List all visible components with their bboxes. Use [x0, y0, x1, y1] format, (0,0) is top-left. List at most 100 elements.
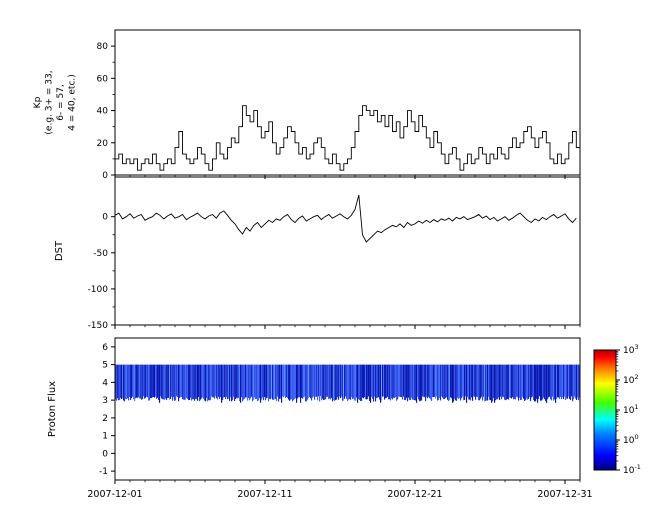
- flux-stripe: [532, 364, 534, 397]
- flux-stripe: [491, 364, 493, 403]
- flux-stripe: [262, 364, 264, 398]
- flux-stripe: [518, 364, 520, 401]
- flux-stripe: [382, 364, 384, 397]
- flux-stripe: [370, 364, 372, 403]
- flux-stripe: [379, 364, 381, 400]
- flux-stripe: [123, 364, 125, 401]
- flux-stripe: [266, 364, 268, 398]
- flux-stripe: [378, 364, 380, 398]
- flux-stripe: [325, 364, 327, 400]
- flux-stripe: [501, 364, 503, 400]
- flux-stripe: [514, 364, 516, 399]
- flux-stripe: [281, 364, 283, 403]
- y-tick-label: -1: [99, 467, 108, 477]
- colorbar-tick-label: 10-1: [623, 463, 641, 476]
- flux-stripe: [165, 364, 167, 399]
- flux-stripe: [522, 364, 524, 397]
- flux-stripe: [273, 364, 275, 401]
- flux-stripe: [274, 364, 276, 400]
- flux-stripe: [129, 364, 131, 397]
- flux-stripe: [154, 364, 156, 398]
- flux-stripe: [502, 364, 504, 397]
- flux-stripe: [152, 364, 154, 398]
- flux-stripe: [464, 364, 466, 400]
- flux-stripe: [476, 364, 478, 397]
- flux-stripe: [349, 364, 351, 400]
- flux-stripe: [526, 364, 528, 399]
- flux-stripe: [292, 364, 294, 402]
- flux-stripe: [566, 364, 568, 399]
- flux-stripe: [164, 364, 166, 400]
- flux-stripe: [153, 364, 155, 397]
- flux-stripe: [144, 364, 146, 399]
- x-axis-labels: 2007-12-01 2007-12-11 2007-12-21 2007-12-31: [87, 489, 592, 500]
- flux-stripe: [355, 364, 357, 401]
- flux-stripe: [392, 364, 394, 400]
- y-tick-label: 2: [102, 414, 108, 424]
- flux-stripe: [119, 364, 121, 400]
- panel-frame: [114, 176, 581, 326]
- flux-stripe: [560, 364, 562, 397]
- flux-stripe: [442, 364, 444, 398]
- flux-stripe: [454, 364, 456, 399]
- flux-stripe: [335, 364, 337, 401]
- flux-stripe: [175, 364, 177, 401]
- flux-stripe: [520, 364, 522, 401]
- flux-stripe: [478, 364, 480, 401]
- flux-stripe: [354, 364, 356, 401]
- flux-stripe: [373, 364, 375, 402]
- flux-stripe: [479, 364, 481, 401]
- flux-stripe: [453, 364, 455, 402]
- flux-stripe: [385, 364, 387, 399]
- flux-stripe: [285, 364, 287, 398]
- flux-stripe: [278, 364, 280, 402]
- flux-stripe: [315, 364, 317, 397]
- flux-stripe: [211, 364, 213, 397]
- y-tick-label: 40: [97, 107, 109, 117]
- flux-stripe: [189, 364, 191, 400]
- flux-stripe: [311, 364, 313, 401]
- flux-stripe: [513, 364, 515, 400]
- flux-stripe: [447, 364, 449, 400]
- flux-stripe: [575, 364, 577, 399]
- kp-axis-label: 6- = 57,: [56, 84, 66, 121]
- flux-stripe: [197, 364, 199, 401]
- flux-stripe: [185, 364, 187, 400]
- flux-stripe: [186, 364, 188, 398]
- y-tick-label: 3: [102, 396, 108, 406]
- flux-stripe: [562, 364, 564, 398]
- flux-stripe: [312, 364, 314, 398]
- flux-stripe: [414, 364, 416, 400]
- flux-stripe: [177, 364, 179, 398]
- flux-stripe: [403, 364, 405, 397]
- flux-stripe: [569, 364, 571, 400]
- flux-stripe: [184, 364, 186, 400]
- flux-stripe: [230, 364, 232, 398]
- flux-stripe: [573, 364, 575, 400]
- flux-stripe: [187, 364, 189, 400]
- flux-stripe: [218, 364, 220, 397]
- flux-stripe: [426, 364, 428, 397]
- flux-stripe: [193, 364, 195, 400]
- flux-stripe: [217, 364, 219, 400]
- flux-stripe: [117, 364, 119, 399]
- flux-stripe: [451, 364, 453, 399]
- flux-stripe: [199, 364, 201, 402]
- flux-stripe: [178, 364, 180, 402]
- flux-stripe: [492, 364, 494, 402]
- flux-stripe: [578, 364, 580, 401]
- flux-stripe: [468, 364, 470, 400]
- flux-stripe: [402, 364, 404, 400]
- flux-stripe: [272, 364, 274, 400]
- flux-stripe: [265, 364, 267, 401]
- flux-stripe: [538, 364, 540, 400]
- flux-stripe: [238, 364, 240, 398]
- flux-stripe: [163, 364, 165, 400]
- flux-stripe: [498, 364, 500, 398]
- flux-stripe: [521, 364, 523, 400]
- flux-stripe: [302, 364, 304, 399]
- flux-stripe: [441, 364, 443, 397]
- y-axis-titles: Kp (e.g. 3+ = 33, 6- = 57, 4 = 40, etc.) DST…: [33, 70, 78, 437]
- flux-stripe: [552, 364, 554, 397]
- flux-stripe: [405, 364, 407, 401]
